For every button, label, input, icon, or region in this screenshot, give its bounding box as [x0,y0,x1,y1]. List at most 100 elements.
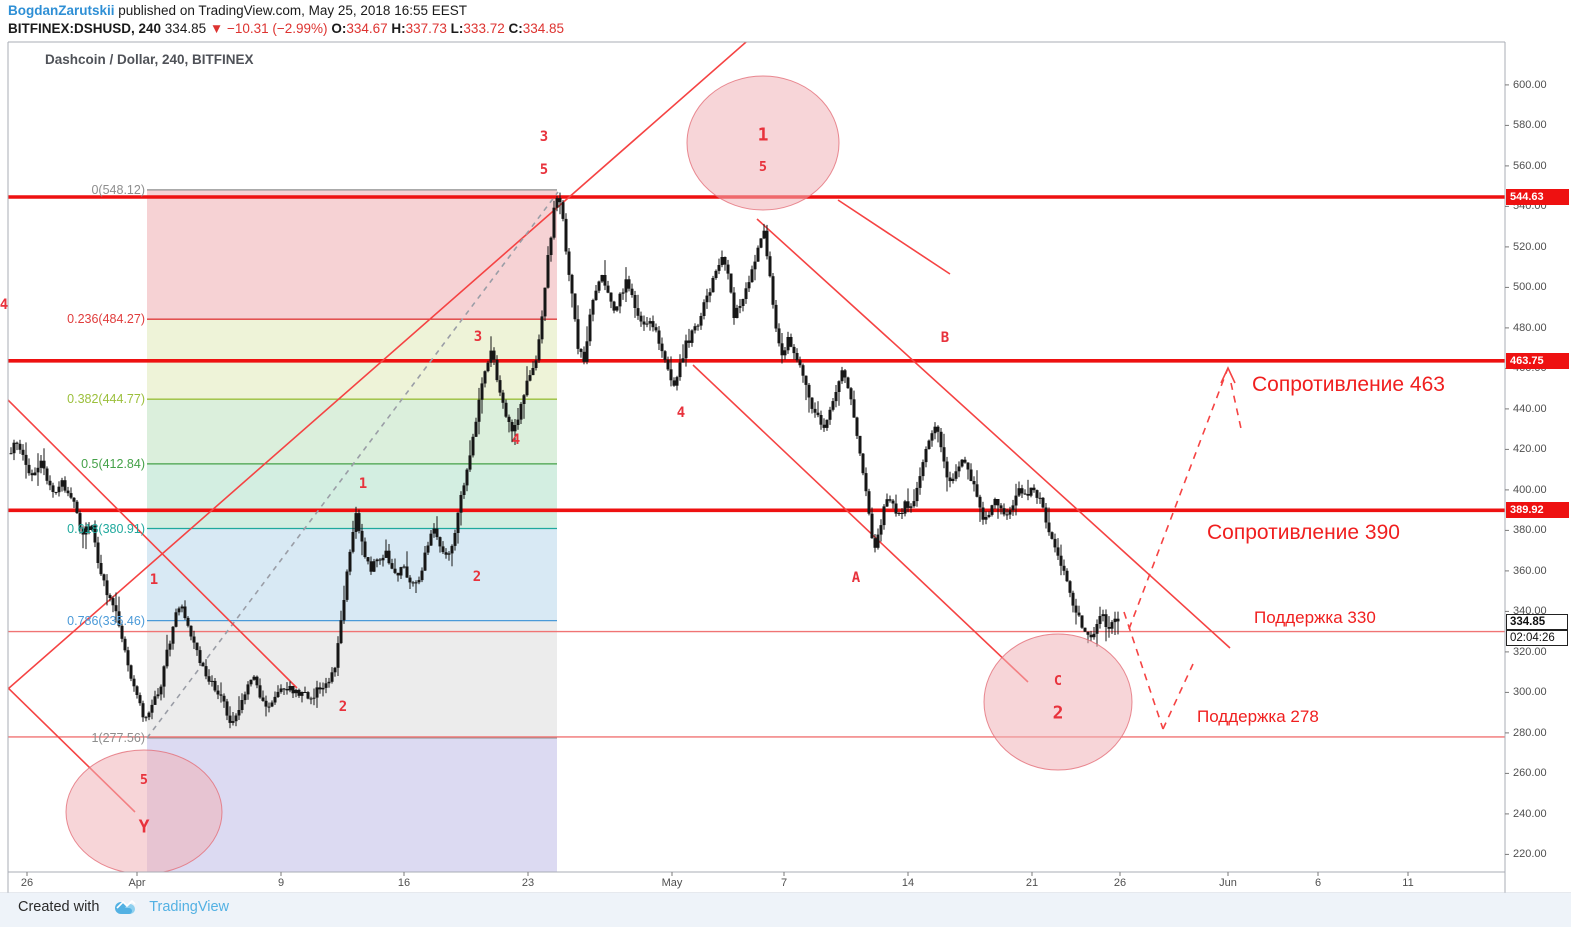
candle-body [876,534,880,548]
candle-body [354,513,358,532]
trend-line[interactable] [7,398,298,689]
price-axis-label: 580.00 [1513,119,1547,132]
candle-body [741,299,745,306]
candle-body [927,440,931,449]
candle-body [777,328,781,344]
candle-body [732,292,736,318]
candle-body [1032,487,1036,491]
candle-body [747,282,751,289]
candle-wick [436,516,438,540]
candle-body [738,306,742,308]
candle-body [18,443,22,450]
last-price: 334.85 [164,21,207,36]
candle-body [702,302,706,316]
candle-body [540,316,544,340]
candle-body [411,582,415,584]
candle-body [825,419,829,428]
forecast-path[interactable] [1162,663,1194,730]
trend-line[interactable] [0,0,794,696]
candle-wick [559,192,561,215]
candle-body [366,557,370,562]
candle-body [828,409,832,420]
candle-body [804,375,808,385]
candle-body [498,380,502,393]
candle-body [912,501,916,507]
candle-body [120,625,124,639]
candle-body [480,383,484,400]
candle-body [216,690,220,695]
symbol-name: BITFINEX:DSHUSD, 240 [8,21,162,36]
candle-body [1101,614,1105,617]
candle-body [780,343,784,356]
forecast-arrowhead-icon [1220,366,1236,384]
wave-ellipse[interactable] [65,749,223,874]
candle-body [231,721,235,723]
candle-body [1023,493,1027,495]
candle-wick [508,414,510,433]
candle-body [189,625,193,637]
candle-body [207,676,211,682]
price-axis-label: 240.00 [1513,807,1547,820]
candle-body [225,701,229,716]
candle-wick [838,380,840,406]
candle-body [783,350,787,356]
candle-body [243,694,247,701]
candle-body [615,306,619,311]
candle-body [492,350,496,360]
trend-line[interactable] [837,199,951,275]
candle-wick [397,572,399,582]
candle-body [693,326,697,331]
publish-text: published on TradingView.com, May 25, 20… [114,3,467,18]
trend-line[interactable] [146,191,559,739]
candle-body [597,281,601,291]
wave-ellipse[interactable] [686,75,840,211]
candle-body [954,471,958,479]
candle-body [282,688,286,690]
candle-body [390,563,394,569]
plot-area[interactable] [0,0,1505,874]
candle-body [1107,627,1111,629]
candle-body [1008,510,1012,515]
candle-body [621,292,625,294]
trend-line[interactable] [692,364,1029,683]
candle-body [645,323,649,325]
forecast-path[interactable] [1230,382,1243,434]
candle-body [1116,618,1120,622]
candle-body [288,686,292,691]
candle-body [60,480,64,487]
candle-body [705,295,709,303]
candle-body [1080,615,1084,628]
candle-body [447,553,451,555]
candle-body [240,700,244,710]
trend-line[interactable] [756,218,1231,649]
candle-body [984,517,988,520]
candle-wick [394,558,396,575]
author-link[interactable]: BogdanZarutskii [8,3,115,18]
candle-body [180,606,184,609]
candle-body [972,481,976,485]
forecast-path[interactable] [1128,367,1229,630]
candle-wick [1093,627,1095,640]
time-axis-label: 21 [1025,877,1039,889]
candle-body [144,717,148,719]
candle-body [312,697,316,699]
candle-body [849,388,853,400]
candle-body [543,287,547,317]
candle-body [291,686,295,694]
publish-line: BogdanZarutskii published on TradingView… [8,3,467,18]
candle-body [477,399,481,422]
candle-body [1017,488,1021,496]
candle-wick [682,344,684,363]
tradingview-brand-link[interactable]: TradingView [149,899,230,915]
candle-body [15,442,19,444]
candle-body [1029,487,1033,496]
candle-body [663,351,667,360]
candle-wick [277,685,279,698]
candle-body [795,353,799,361]
time-axis-label: 26 [1113,877,1127,889]
wave-ellipse[interactable] [983,633,1133,771]
candle-body [228,715,232,723]
candle-body [717,265,721,271]
candle-body [474,421,478,437]
